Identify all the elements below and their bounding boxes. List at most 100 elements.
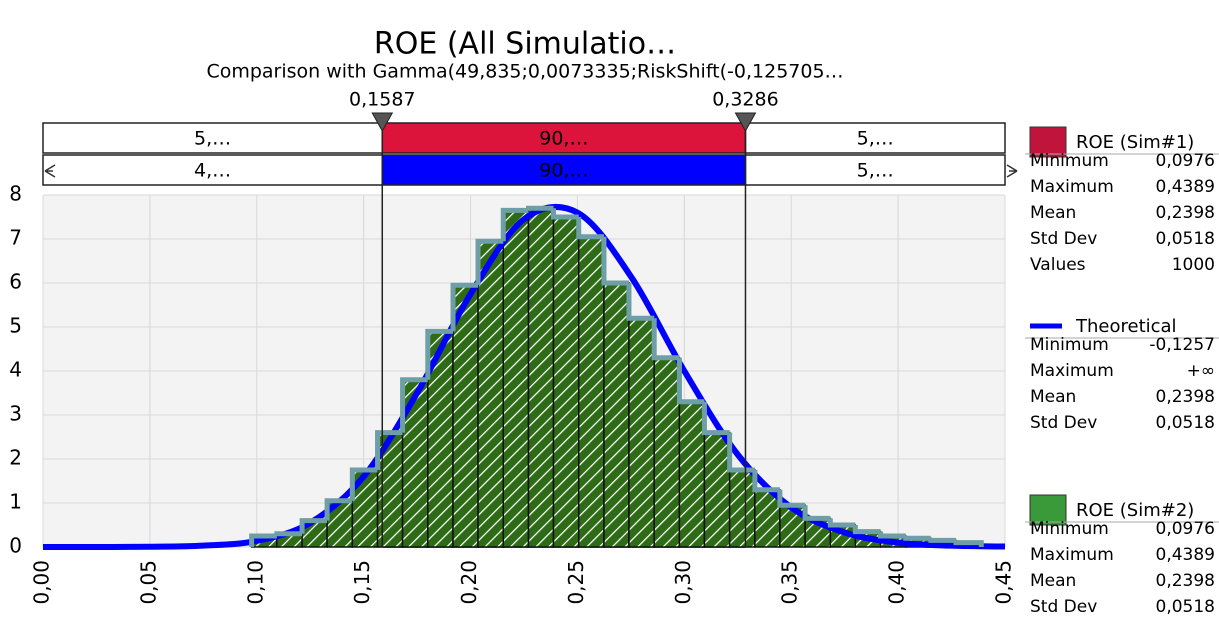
- delimiter-percent: 5,…: [857, 160, 894, 182]
- x-tick-label: 0,35: [778, 560, 802, 605]
- bar-outline: [324, 498, 353, 521]
- stat-value: -0,1257: [1149, 335, 1215, 355]
- bar-outline: [752, 470, 780, 493]
- legend-swatch: [1029, 126, 1067, 158]
- bar-outline: [349, 467, 378, 501]
- arrow-right: [1006, 164, 1018, 178]
- delimiter-percent: 90,…: [539, 128, 588, 150]
- delimiter-percent: 5,…: [857, 128, 894, 150]
- stat-value: 0,2398: [1156, 203, 1215, 223]
- bar: [401, 379, 429, 548]
- bar-outline: [400, 377, 428, 433]
- bar-outline: [852, 525, 881, 535]
- stat-label: Mean: [1030, 203, 1076, 223]
- bar-outline: [475, 238, 504, 286]
- bar: [728, 469, 756, 548]
- stat-label: Std Dev: [1030, 597, 1097, 617]
- x-tick-label: 0,15: [350, 560, 374, 605]
- bar: [678, 401, 706, 548]
- x-tick-label: 0,25: [564, 560, 588, 605]
- delimiter-percent: 5,…: [194, 128, 231, 150]
- bar-outline: [576, 217, 604, 240]
- bar: [552, 216, 580, 548]
- bar-outline: [953, 540, 984, 547]
- bar: [703, 431, 731, 548]
- y-tick-label: 4: [9, 358, 22, 382]
- y-tick-label: 1: [9, 490, 22, 514]
- bar: [754, 489, 781, 548]
- stat-value: 0,4389: [1156, 177, 1215, 197]
- stat-label: Maximum: [1030, 545, 1114, 565]
- stat-value: +∞: [1187, 361, 1215, 381]
- delimiter-label: 0,3286: [712, 89, 778, 111]
- chart-subtitle: Comparison with Gamma(49,835;0,0073335;R…: [206, 61, 843, 83]
- delimiter-label: 0,1587: [349, 89, 415, 111]
- stat-label: Std Dev: [1030, 229, 1097, 249]
- bar-outline: [701, 401, 730, 436]
- stat-label: Minimum: [1030, 151, 1109, 171]
- bar-outline: [903, 535, 931, 541]
- bar-outline: [425, 328, 454, 380]
- x-tick-label: 0,00: [30, 560, 54, 605]
- stat-value: 0,0518: [1156, 597, 1215, 617]
- y-tick-label: 5: [9, 314, 22, 338]
- stat-label: Maximum: [1030, 177, 1114, 197]
- bar-outline: [601, 236, 629, 286]
- stat-value: 0,0518: [1156, 413, 1215, 433]
- bar-outline: [676, 357, 705, 405]
- delimiter-percent: 4,…: [194, 160, 231, 182]
- stat-label: Minimum: [1030, 519, 1109, 539]
- bar-outline: [525, 205, 554, 211]
- bar: [577, 236, 605, 548]
- stat-value: 1000: [1172, 255, 1215, 275]
- y-tick-label: 7: [9, 226, 22, 250]
- bar: [502, 209, 530, 548]
- stat-value: 0,2398: [1156, 387, 1215, 407]
- bar: [477, 240, 505, 548]
- theoretical-curve: [42, 203, 1006, 550]
- bar-outline: [651, 318, 680, 361]
- chart-title: ROE (All Simulatio…: [374, 27, 676, 62]
- bar-outline: [551, 208, 579, 220]
- bar-outline: [249, 533, 277, 547]
- bar-outline: [500, 207, 529, 242]
- stat-label: Values: [1030, 255, 1086, 275]
- bar-outline: [802, 505, 831, 521]
- bar-outline: [626, 283, 655, 321]
- stat-label: Std Dev: [1030, 413, 1097, 433]
- bar-outline: [274, 531, 303, 537]
- stat-label: Mean: [1030, 571, 1076, 591]
- arrow-left: [44, 164, 56, 178]
- bar: [628, 317, 655, 548]
- bar-outline: [777, 489, 806, 508]
- delimiter-cell: [42, 122, 384, 154]
- x-tick-label: 0,10: [243, 560, 267, 605]
- y-tick-label: 0: [9, 534, 22, 558]
- delimiter-handle: [371, 112, 394, 133]
- bar-outline: [827, 518, 856, 528]
- stat-value: 0,4389: [1156, 545, 1215, 565]
- bar-outline: [727, 432, 755, 473]
- x-tick-label: 0,40: [885, 560, 909, 605]
- y-tick-label: 3: [9, 402, 22, 426]
- stat-value: 0,0976: [1156, 151, 1215, 171]
- legend-swatch: [1029, 494, 1067, 526]
- y-tick-label: 2: [9, 446, 22, 470]
- y-tick-label: 8: [9, 182, 22, 206]
- stat-value: 0,0518: [1156, 229, 1215, 249]
- stat-label: Maximum: [1030, 361, 1114, 381]
- x-tick-label: 0,05: [136, 560, 160, 605]
- x-tick-label: 0,20: [457, 560, 481, 605]
- bar-outline: [878, 531, 906, 539]
- stat-value: 0,0976: [1156, 519, 1215, 539]
- stat-label: Mean: [1030, 387, 1076, 407]
- bar: [653, 357, 681, 548]
- delimiter-percent: 90,…: [539, 160, 588, 182]
- delimiter-cell: [42, 154, 384, 186]
- bar: [527, 207, 555, 548]
- delimiter-handle: [734, 112, 757, 133]
- bar: [603, 282, 630, 548]
- legend-name: Theoretical: [1075, 316, 1177, 337]
